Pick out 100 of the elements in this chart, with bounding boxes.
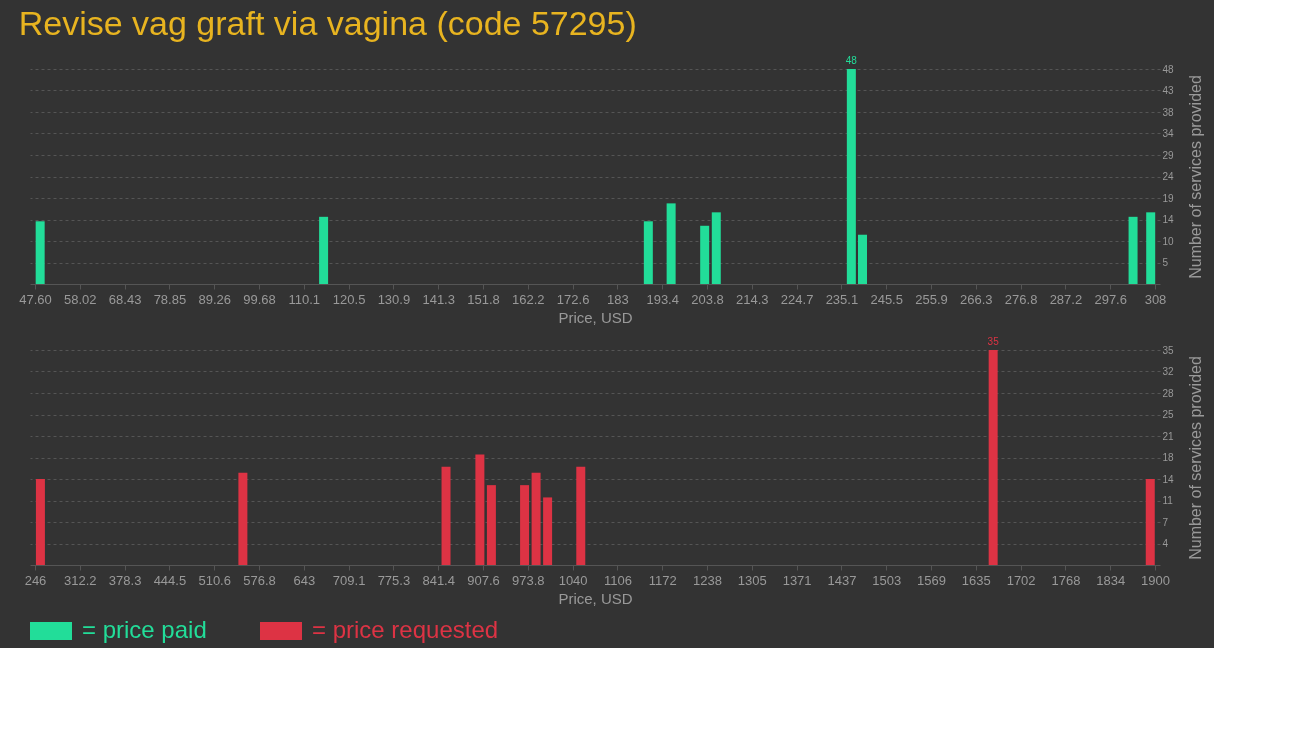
- bar: [35, 479, 45, 565]
- x-tick-label: 907.6: [467, 572, 500, 588]
- y-tick-label: 18: [1162, 452, 1175, 463]
- x-tick-label: 1900: [1141, 572, 1170, 588]
- x-tick-label: 110.1: [288, 291, 321, 307]
- bar: [1145, 479, 1155, 565]
- legend-label: = price requested: [312, 616, 499, 643]
- bar: [441, 466, 451, 565]
- x-tick-label: 308: [1144, 291, 1167, 307]
- x-tick-label: 68.43: [108, 291, 142, 307]
- x-tick-label: 709.1: [332, 572, 366, 588]
- x-tick-label: 151.8: [467, 291, 500, 307]
- x-tick-label: 1768: [1051, 572, 1081, 588]
- x-tick-label: 1106: [603, 572, 632, 588]
- y-tick-label: 11: [1162, 495, 1174, 506]
- y-tick-label: 24: [1162, 171, 1175, 182]
- bar: [1146, 212, 1156, 284]
- x-tick-label: 172.6: [556, 291, 590, 307]
- y-tick-label: 43: [1162, 85, 1175, 96]
- bar: [700, 225, 710, 284]
- x-tick-label: 58.02: [64, 291, 97, 307]
- x-tick-label: 130.9: [377, 291, 411, 307]
- x-tick-label: 276.8: [1004, 291, 1038, 307]
- x-tick-label: 973.8: [512, 572, 545, 588]
- y-tick-label: 5: [1162, 257, 1169, 268]
- x-tick-label: 297.6: [1094, 291, 1127, 307]
- x-tick-label: 378.3: [108, 572, 142, 588]
- x-tick-label: 99.68: [243, 291, 276, 307]
- x-tick-label: 1371: [782, 572, 812, 588]
- y-tick-label: 25: [1162, 409, 1175, 420]
- bar: [531, 472, 541, 565]
- x-tick-label: 1238: [693, 572, 722, 588]
- bar: [319, 216, 329, 284]
- x-tick-label: 444.5: [153, 572, 187, 588]
- x-tick-label: 1172: [648, 572, 677, 588]
- x-tick-label: 1702: [1006, 572, 1036, 588]
- x-tick-label: 203.8: [691, 291, 724, 307]
- x-tick-label: 1503: [872, 572, 902, 588]
- bar: [643, 221, 653, 284]
- data-label: 48: [845, 55, 858, 66]
- y-tick-label: 28: [1162, 387, 1175, 399]
- bar: [238, 472, 248, 565]
- y-tick-label: 19: [1162, 192, 1175, 204]
- x-tick-label: 235.1: [825, 291, 859, 307]
- x-tick-label: 1834: [1096, 572, 1126, 588]
- y-axis-title: Number of services provided: [1186, 356, 1204, 560]
- x-tick-label: 255.9: [915, 291, 948, 307]
- x-tick-label: 287.2: [1049, 291, 1083, 307]
- x-tick-label: 1569: [917, 572, 946, 588]
- y-tick-label: 48: [1162, 63, 1175, 75]
- data-label: 35: [987, 336, 1000, 347]
- x-tick-label: 246: [24, 572, 47, 588]
- x-tick-label: 141.3: [422, 291, 455, 307]
- x-tick-label: 47.60: [19, 291, 52, 307]
- y-tick-label: 7: [1162, 516, 1169, 528]
- x-tick-label: 162.2: [512, 291, 545, 307]
- bar: [711, 212, 721, 284]
- x-tick-label: 312.2: [64, 572, 97, 588]
- x-tick-label: 1305: [737, 572, 767, 588]
- x-tick-label: 1040: [558, 572, 588, 588]
- x-tick-label: 841.4: [422, 572, 455, 588]
- y-tick-label: 35: [1162, 344, 1175, 356]
- x-tick-label: 245.5: [870, 291, 903, 307]
- x-tick-label: 1635: [961, 572, 991, 588]
- y-tick-label: 21: [1162, 430, 1175, 442]
- legend-label: = price paid: [82, 616, 207, 643]
- chart-title: Revise vag graft via vagina (code 57295): [18, 4, 637, 42]
- y-tick-label: 14: [1162, 214, 1175, 225]
- y-tick-label: 34: [1162, 128, 1175, 139]
- x-tick-label: 266.3: [960, 291, 993, 307]
- y-tick-label: 38: [1162, 106, 1175, 118]
- x-tick-label: 89.26: [198, 291, 231, 307]
- x-tick-label: 775.3: [377, 572, 411, 588]
- y-axis-title: Number of services provided: [1186, 75, 1204, 279]
- x-tick-label: 510.6: [198, 572, 231, 588]
- bar: [846, 69, 856, 284]
- x-tick-label: 224.7: [780, 291, 814, 307]
- y-tick-label: 29: [1162, 149, 1175, 161]
- y-tick-label: 14: [1162, 473, 1175, 485]
- bar: [35, 221, 45, 284]
- y-tick-label: 10: [1162, 235, 1175, 247]
- bar: [858, 234, 868, 284]
- bar: [576, 466, 586, 565]
- y-tick-label: 32: [1162, 366, 1175, 377]
- x-tick-label: 183: [607, 291, 629, 307]
- x-axis-title: Price, USD: [558, 589, 633, 607]
- x-tick-label: 576.8: [243, 572, 276, 588]
- x-axis-title: Price, USD: [558, 308, 633, 326]
- bar: [520, 485, 530, 565]
- x-tick-label: 1437: [827, 572, 857, 588]
- bar: [486, 485, 496, 565]
- x-tick-label: 643: [293, 572, 316, 588]
- bar: [666, 203, 676, 284]
- y-tick-label: 4: [1162, 538, 1169, 549]
- bar: [543, 497, 553, 565]
- x-tick-label: 78.85: [153, 291, 187, 307]
- x-tick-label: 214.3: [736, 291, 769, 307]
- bar: [988, 350, 998, 565]
- bar: [475, 454, 485, 565]
- bar: [1128, 216, 1138, 284]
